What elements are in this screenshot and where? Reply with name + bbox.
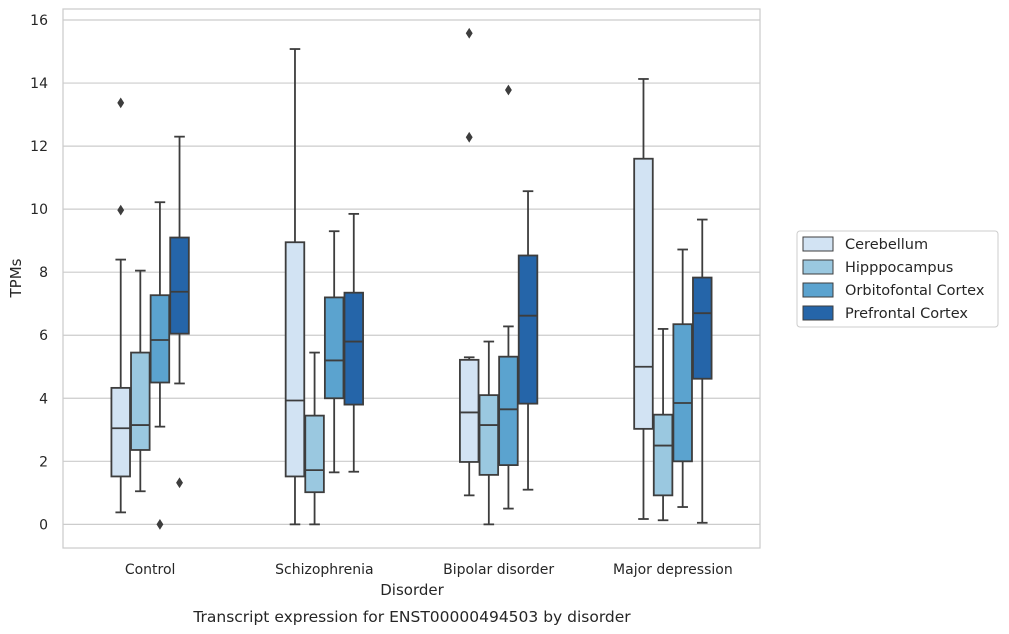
box-body	[692, 276, 713, 380]
box-2-2	[498, 84, 519, 510]
outlier-point	[504, 84, 512, 96]
legend-label: Orbitofontal Cortex	[845, 283, 985, 299]
box-3-2	[517, 190, 539, 491]
box-2-0	[149, 201, 171, 530]
box-body	[169, 236, 190, 335]
box-2-1	[323, 230, 345, 474]
legend: Cerebellum Hipppocampus Orbitofontal Corte…	[796, 230, 999, 328]
legend-swatch	[802, 305, 834, 321]
box-3-1	[343, 212, 364, 473]
legend-swatch	[802, 259, 834, 275]
series-2	[149, 84, 693, 530]
series-1	[130, 269, 674, 526]
boxes-layer	[110, 27, 713, 530]
box-body	[517, 254, 539, 405]
y-tick-label-12: 12	[30, 139, 48, 155]
box-body	[633, 157, 654, 430]
outlier-point	[465, 131, 473, 143]
legend-item-2: Orbitofontal Cortex	[802, 282, 985, 299]
box-body	[323, 296, 345, 400]
figure-caption: Transcript expression for ENST0000049450…	[192, 608, 631, 626]
box-body	[284, 241, 306, 478]
legend-label: Hipppocampus	[845, 260, 953, 276]
box-1-1	[304, 351, 325, 526]
box-body	[304, 414, 325, 494]
x-tick-label-2: Bipolar disorder	[443, 562, 554, 578]
box-body	[149, 294, 171, 384]
y-tick-label-6: 6	[39, 328, 48, 344]
box-body	[110, 386, 131, 478]
y-tick-label-0: 0	[39, 517, 48, 533]
box-0-2	[459, 27, 480, 497]
legend-items: Cerebellum Hipppocampus Orbitofontal Corte…	[802, 236, 985, 322]
box-body	[652, 413, 674, 497]
y-tick-label-16: 16	[30, 13, 48, 29]
legend-swatch	[802, 282, 834, 298]
box-body	[459, 358, 480, 463]
legend-swatch	[802, 236, 834, 252]
box-1-0	[130, 269, 151, 493]
box-1-3	[652, 328, 674, 522]
outlier-point	[117, 97, 125, 109]
series-3	[169, 135, 713, 524]
x-axis-label: Disorder	[380, 581, 444, 599]
plot-frame	[62, 8, 761, 549]
y-tick-label-10: 10	[30, 202, 48, 218]
legend-label: Cerebellum	[845, 237, 928, 253]
y-tick-label-14: 14	[30, 76, 48, 92]
box-0-1	[284, 48, 306, 526]
legend-label: Prefrontal Cortex	[845, 306, 968, 322]
box-body	[130, 351, 151, 451]
box-body	[672, 323, 693, 463]
box-0-3	[633, 78, 654, 520]
y-axis-label: TPMs	[7, 258, 25, 298]
y-tick-label-4: 4	[39, 391, 48, 407]
x-tick-label-1: Schizophrenia	[275, 562, 373, 578]
box-3-0	[169, 135, 190, 489]
legend-frame	[796, 230, 999, 328]
box-body	[343, 291, 364, 406]
legend-item-3: Prefrontal Cortex	[802, 305, 968, 322]
box-body	[498, 355, 519, 467]
x-tick-label-0: Control	[125, 562, 176, 578]
box-3-3	[692, 218, 713, 524]
legend-item-1: Hipppocampus	[802, 259, 953, 276]
x-tick-labels: Control Schizophrenia Bipolar disorder Majo…	[125, 562, 733, 578]
legend-item-0: Cerebellum	[802, 236, 928, 253]
y-tick-label-2: 2	[39, 454, 48, 470]
y-tick-labels: 0 2 4 6 8 10 12 14 16	[30, 13, 48, 533]
y-tick-label-8: 8	[39, 265, 48, 281]
box-2-3	[672, 248, 693, 508]
box-0-0	[110, 97, 131, 514]
outlier-point	[465, 27, 473, 39]
box-1-2	[478, 340, 500, 526]
series-0	[110, 27, 654, 526]
outlier-point	[176, 477, 183, 489]
outlier-point	[117, 204, 125, 216]
x-tick-label-3: Major depression	[613, 562, 733, 578]
box-body	[478, 394, 500, 476]
outlier-point	[156, 518, 164, 530]
